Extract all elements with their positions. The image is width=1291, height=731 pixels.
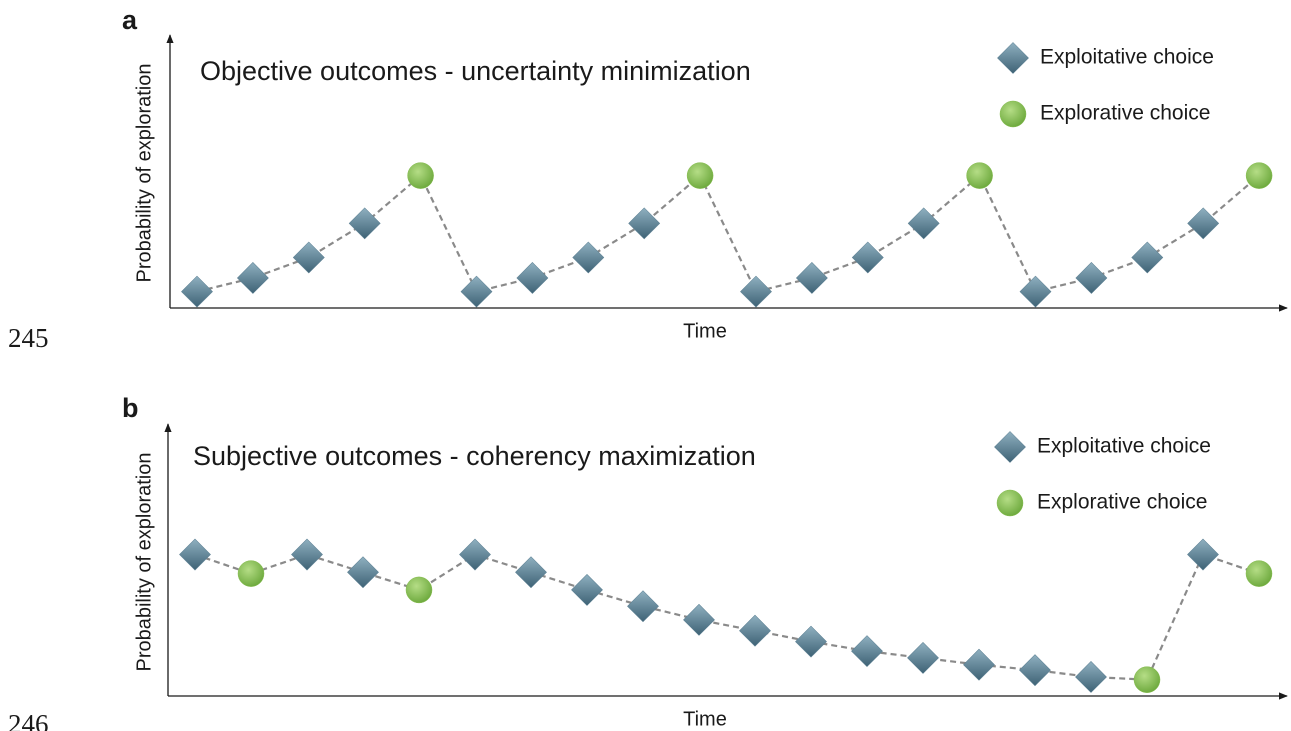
exploit-marker — [795, 262, 828, 294]
exploit-marker — [795, 625, 827, 658]
exploit-marker — [516, 262, 549, 294]
exploit-marker — [291, 538, 323, 571]
exploit-marker — [739, 614, 771, 647]
exploit-marker — [460, 275, 493, 308]
exploit-marker — [628, 207, 661, 240]
explore-marker — [1245, 162, 1273, 189]
exploit-marker — [963, 648, 995, 681]
exploit-marker — [459, 538, 491, 571]
exploit-marker — [181, 275, 213, 308]
explore-marker — [407, 162, 434, 189]
exploit-marker — [627, 590, 659, 623]
explore-marker — [686, 162, 714, 189]
panel-label: b — [122, 393, 139, 423]
chart-title: Objective outcomes - uncertainty minimiz… — [200, 56, 751, 86]
exploit-marker — [236, 262, 269, 294]
legend-label: Explorative choice — [1040, 102, 1210, 125]
exploit-marker — [348, 207, 381, 240]
exploit-marker — [1187, 538, 1219, 571]
legend-label: Exploitative choice — [1040, 46, 1214, 69]
exploit-marker — [1075, 661, 1107, 693]
exploit-marker — [1019, 275, 1052, 308]
legend-label: Exploitative choice — [1037, 435, 1211, 458]
legend-swatch — [996, 489, 1024, 517]
x-axis-label: Time — [683, 708, 727, 730]
explore-marker — [966, 162, 993, 189]
exploit-marker — [683, 603, 715, 636]
exploit-marker — [179, 538, 211, 571]
exploit-marker — [907, 207, 940, 240]
exploit-marker — [1019, 654, 1051, 687]
panel-label: a — [122, 5, 138, 35]
exploit-marker — [515, 556, 547, 589]
exploit-marker — [851, 241, 884, 274]
exploit-marker — [347, 556, 379, 589]
line-number: 245 — [8, 323, 49, 353]
exploit-marker — [907, 642, 939, 674]
explore-marker — [1245, 560, 1273, 587]
legend-swatch — [994, 431, 1026, 463]
exploit-marker — [571, 574, 603, 606]
exploit-marker — [572, 241, 605, 274]
explore-marker — [1133, 666, 1161, 693]
legend-swatch — [997, 42, 1029, 74]
exploit-marker — [740, 275, 772, 308]
explore-marker — [237, 560, 265, 587]
legend-label: Explorative choice — [1037, 491, 1207, 514]
exploit-marker — [851, 635, 883, 668]
line-number: 246 — [8, 709, 49, 731]
exploit-marker — [1187, 207, 1220, 240]
y-axis-label: Probability of exploration — [133, 63, 155, 282]
exploit-marker — [292, 241, 325, 274]
y-axis-label: Probability of exploration — [133, 452, 155, 671]
exploit-marker — [1131, 241, 1164, 274]
explore-marker — [405, 576, 433, 604]
legend-swatch — [999, 100, 1027, 128]
exploit-marker — [1075, 262, 1108, 294]
x-axis-label: Time — [683, 320, 727, 342]
chart-title: Subjective outcomes - coherency maximiza… — [193, 441, 756, 471]
